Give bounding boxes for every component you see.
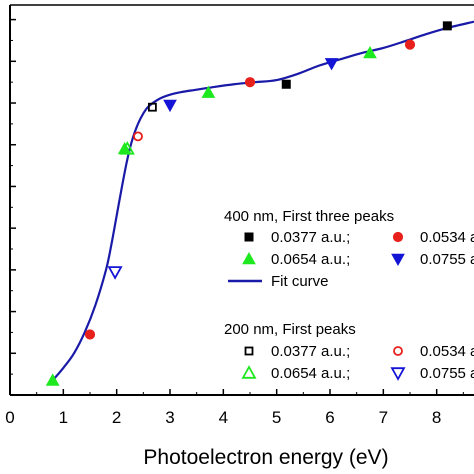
data-point-series-6 — [119, 141, 135, 155]
legend-marker-200nm-0 — [244, 346, 254, 356]
x-tick-label: 1 — [59, 408, 68, 427]
legend-label-200nm-0: 0.0377 a.u.; — [271, 343, 350, 360]
x-axis-title: Photoelectron energy (eV) — [143, 446, 388, 469]
legend-marker-200nm-3 — [390, 367, 406, 381]
legend-label-400nm-1: 0.0534 a.u.; — [420, 229, 474, 246]
legend: 400 nm, First three peaks 200 nm, First p… — [224, 208, 474, 382]
x-tick-label: 5 — [272, 408, 281, 427]
legend-marker-200nm-1 — [393, 346, 403, 356]
x-axis-tick-labels: 0 1 2 3 4 5 6 7 8 — [5, 408, 441, 427]
data-point-series-2 — [201, 85, 216, 98]
legend-group-title-200nm: 200 nm, First peaks — [224, 321, 356, 338]
legend-label-400nm-2: 0.0654 a.u.; — [271, 251, 350, 268]
legend-label-fit-curve: Fit curve — [271, 273, 329, 290]
legend-label-200nm-3: 0.0755 a.u.; — [420, 365, 474, 382]
data-point-series-3 — [163, 99, 177, 113]
data-point-series-5 — [133, 131, 143, 142]
data-point-series-2 — [363, 45, 377, 59]
data-point-series-7 — [107, 266, 123, 280]
x-tick-label: 3 — [165, 408, 174, 427]
data-point-series-3 — [324, 58, 339, 71]
data-point-series-2 — [45, 373, 60, 386]
x-tick-label: 4 — [219, 408, 228, 427]
x-tick-label: 2 — [112, 408, 121, 427]
legend-marker-400nm-2 — [242, 251, 256, 265]
data-point-series-0 — [442, 21, 452, 31]
data-point-series-1 — [244, 77, 256, 88]
x-tick-label: 8 — [432, 408, 441, 427]
x-tick-label: 7 — [379, 408, 388, 427]
data-point-series-1 — [84, 329, 96, 340]
legend-group-title-400nm: 400 nm, First three peaks — [224, 208, 394, 225]
x-tick-label: 6 — [325, 408, 334, 427]
fit-curve-line — [51, 20, 474, 382]
plot-frame — [9, 4, 474, 396]
x-tick-label: 0 — [5, 408, 14, 427]
data-point-series-0 — [281, 79, 291, 89]
legend-label-400nm-3: 0.0755 a.u.; — [420, 251, 474, 268]
legend-marker-400nm-0 — [244, 232, 254, 242]
data-point-series-4 — [147, 102, 157, 112]
legend-marker-400nm-3 — [391, 253, 405, 267]
y-axis-ticks — [10, 18, 16, 375]
x-axis-ticks — [9, 389, 464, 395]
legend-marker-400nm-1 — [392, 231, 404, 243]
legend-label-200nm-2: 0.0654 a.u.; — [271, 365, 350, 382]
legend-label-400nm-0: 0.0377 a.u.; — [271, 229, 350, 246]
data-points — [45, 21, 452, 386]
data-point-series-1 — [404, 39, 416, 50]
legend-label-200nm-1: 0.0534 a.u.; — [420, 343, 474, 360]
legend-marker-200nm-2 — [241, 365, 257, 379]
